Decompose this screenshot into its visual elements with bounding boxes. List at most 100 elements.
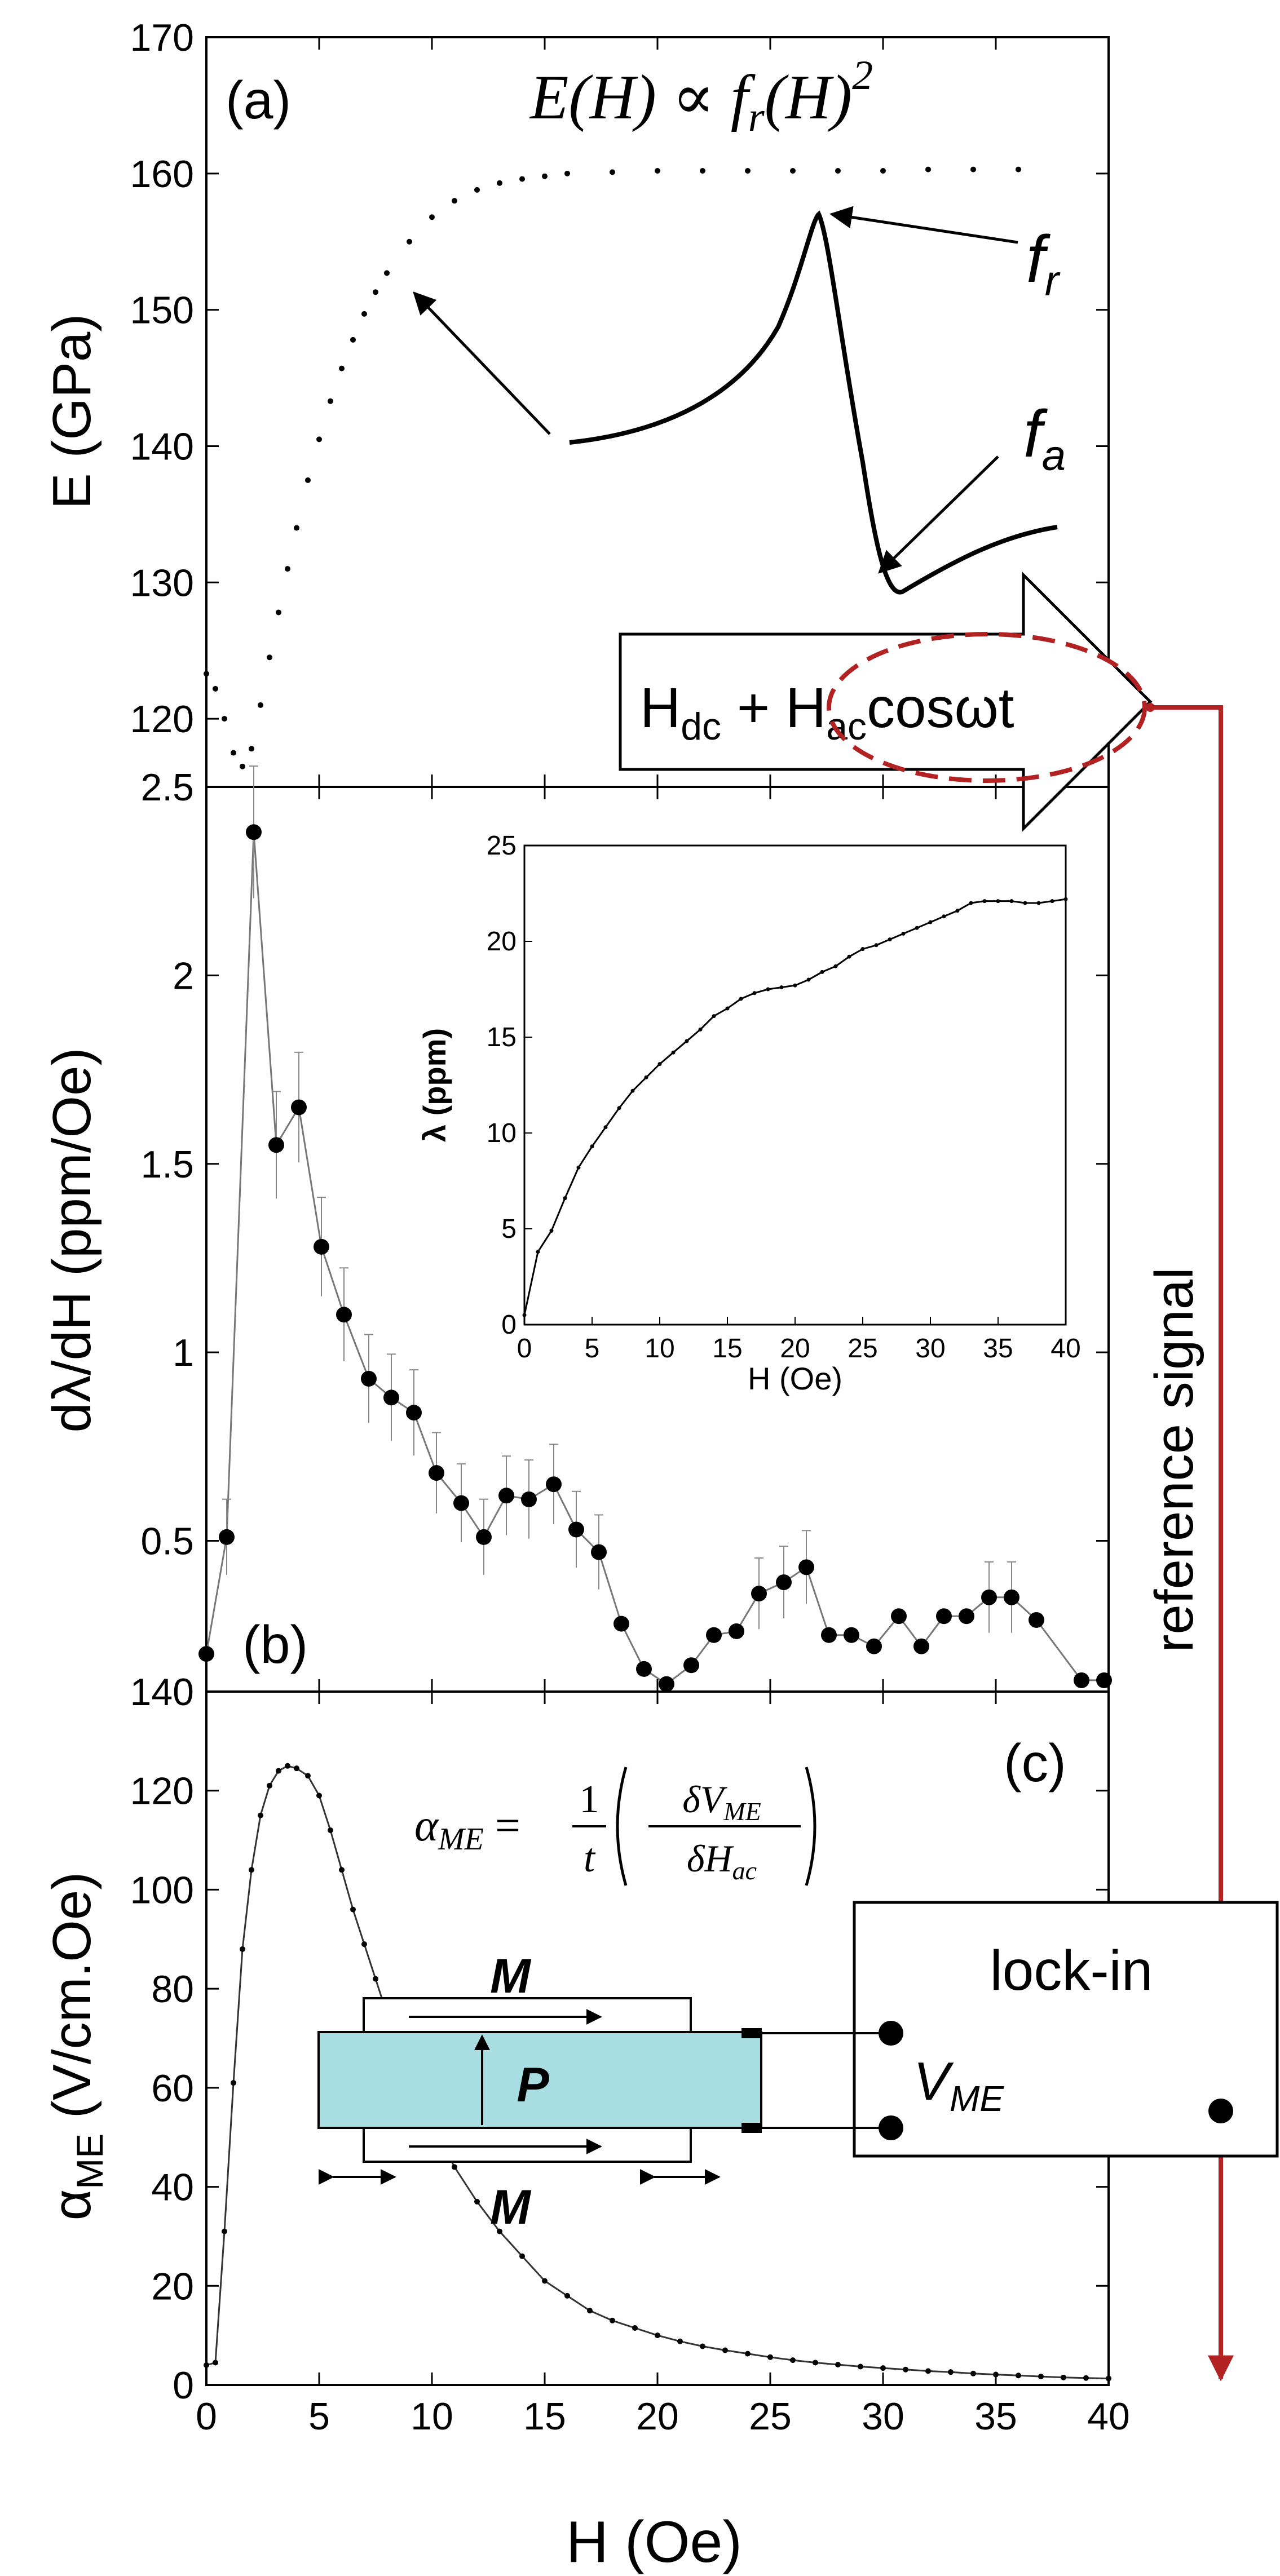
panel-a-ylabel: E (GPa) — [42, 314, 102, 510]
data-point — [339, 1867, 345, 1873]
y-tick-label: 140 — [130, 425, 194, 468]
panel-b-ylabel: dλ/dH (ppm/Oe) — [42, 1048, 102, 1433]
data-point — [276, 1768, 281, 1774]
data-point — [521, 1491, 537, 1507]
inset-point — [590, 1144, 594, 1149]
arrow-to-curve — [413, 291, 551, 435]
data-point — [880, 167, 886, 174]
data-point — [249, 746, 254, 752]
data-point — [213, 685, 218, 692]
inset-x-tick-label: 30 — [915, 1334, 945, 1364]
inset-ylabel: λ (ppm) — [417, 1028, 452, 1142]
data-point — [745, 2351, 751, 2357]
inset-point — [1036, 901, 1041, 905]
data-point — [373, 289, 378, 295]
inset-frame — [523, 844, 1067, 1326]
data-point — [246, 824, 262, 840]
lockin-label: lock-in — [990, 1939, 1153, 2002]
inset-x-tick-label: 0 — [517, 1334, 532, 1364]
data-point — [497, 2228, 502, 2234]
inset-point — [725, 1006, 730, 1011]
inset-point — [603, 1125, 608, 1130]
data-point — [268, 1137, 284, 1153]
inset-point — [955, 909, 960, 913]
data-point — [474, 187, 480, 193]
data-point — [1016, 2373, 1021, 2379]
data-point — [204, 671, 209, 677]
data-point — [249, 1867, 254, 1873]
data-point — [361, 1370, 377, 1387]
data-point — [700, 2343, 705, 2349]
inset-point — [671, 1050, 676, 1055]
data-point — [361, 311, 367, 317]
data-point — [231, 750, 236, 756]
data-point — [542, 2278, 548, 2284]
data-point — [305, 1773, 311, 1779]
inset-point — [1050, 899, 1054, 904]
data-point — [610, 169, 615, 175]
data-point — [1061, 2374, 1066, 2380]
data-point — [204, 2362, 209, 2368]
data-point — [240, 763, 245, 769]
label-p: P — [517, 2058, 549, 2112]
formula-c-num: δVME — [682, 1778, 761, 1826]
inset-point — [698, 1027, 703, 1032]
data-point — [790, 2357, 796, 2363]
y-tick-label: 1.5 — [140, 1143, 194, 1186]
data-point — [891, 1608, 907, 1625]
inset-point — [563, 1196, 567, 1201]
data-point — [880, 2365, 886, 2371]
inset-point — [779, 985, 784, 990]
data-point — [722, 2347, 728, 2353]
data-point — [542, 173, 548, 179]
inset-point — [928, 920, 933, 924]
data-point — [844, 1627, 859, 1643]
piezo-layer — [317, 2031, 762, 2129]
data-point — [798, 1559, 814, 1575]
inset-x-tick-label: 25 — [848, 1334, 877, 1364]
data-point — [497, 180, 502, 186]
panel-b-ticks: 0.5 1 1.5 2 2.5 — [140, 766, 1110, 1692]
y-tick-label: 20 — [151, 2265, 194, 2308]
y-tick-label: 2 — [173, 954, 194, 997]
y-tick-label: 150 — [130, 289, 194, 332]
inset-point — [630, 1088, 635, 1093]
data-point — [452, 2164, 457, 2170]
data-point — [745, 167, 751, 174]
inset-point — [536, 1250, 540, 1254]
inset-y-tick-label: 15 — [487, 1023, 517, 1052]
y-tick-label: 40 — [151, 2166, 194, 2209]
inset-x-tick-label: 20 — [780, 1334, 810, 1364]
series-a — [204, 166, 1021, 769]
lockin-box — [853, 1901, 1279, 2158]
formula-a: E(H) ∝ fr(H)2 — [529, 52, 873, 140]
data-point — [453, 1495, 469, 1511]
data-point — [267, 654, 272, 661]
data-point — [913, 1638, 929, 1654]
label-m-top: M — [490, 1949, 532, 2003]
formula-c-den: δHac — [687, 1837, 757, 1885]
data-point — [316, 1792, 322, 1799]
data-point — [350, 337, 356, 343]
inset-point — [657, 1062, 662, 1066]
data-point — [240, 1946, 245, 1952]
data-point — [970, 2370, 976, 2376]
inset-series — [522, 897, 1068, 1317]
reference-label: reference signal — [1144, 1267, 1204, 1652]
panel-a-ticks: 120 130 140 150 160 170 — [130, 16, 1110, 787]
data-point — [294, 1765, 299, 1772]
data-point — [1016, 166, 1021, 172]
data-point — [564, 2292, 570, 2299]
y-tick-label: 0 — [173, 2364, 194, 2407]
data-point — [677, 2338, 683, 2344]
data-point — [452, 198, 457, 204]
inset-point — [752, 991, 757, 995]
y-tick-label: 100 — [130, 1869, 194, 1911]
data-point — [636, 1661, 652, 1677]
formula-c-t: t — [584, 1835, 596, 1880]
label-fr: fr — [1026, 222, 1061, 305]
data-point — [498, 1488, 514, 1504]
data-point — [291, 1099, 307, 1116]
x-tick-label: 35 — [974, 2395, 1017, 2438]
